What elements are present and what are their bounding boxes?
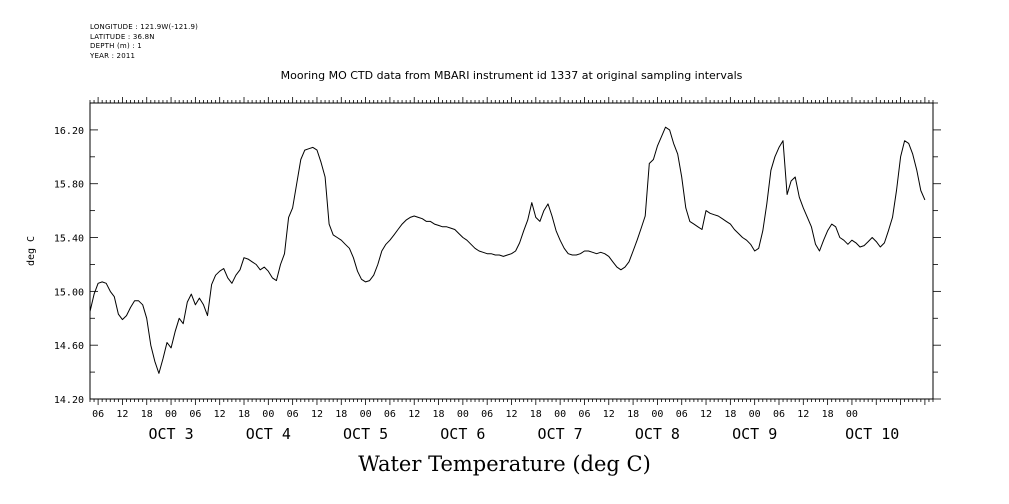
x-hour-tick-label: 00 bbox=[262, 409, 274, 420]
x-hour-tick-label: 06 bbox=[676, 409, 688, 420]
x-day-label: OCT 9 bbox=[732, 425, 777, 443]
x-hour-tick-label: 12 bbox=[603, 409, 615, 420]
x-hour-tick-label: 12 bbox=[311, 409, 323, 420]
x-day-label: OCT 3 bbox=[148, 425, 193, 443]
x-day-label: OCT 7 bbox=[538, 425, 583, 443]
x-hour-tick-label: 06 bbox=[578, 409, 590, 420]
x-hour-tick-label: 18 bbox=[141, 409, 153, 420]
x-hour-tick-label: 06 bbox=[384, 409, 396, 420]
x-day-label: OCT 4 bbox=[246, 425, 291, 443]
metadata-block: LONGITUDE : 121.9W(-121.9) LATITUDE : 36… bbox=[90, 23, 198, 62]
x-hour-tick-label: 18 bbox=[335, 409, 347, 420]
chart-title: Mooring MO CTD data from MBARI instrumen… bbox=[280, 69, 743, 82]
x-hour-tick-label: 18 bbox=[822, 409, 834, 420]
x-hour-tick-label: 00 bbox=[360, 409, 372, 420]
x-hour-tick-label: 18 bbox=[530, 409, 542, 420]
x-hour-tick-label: 06 bbox=[92, 409, 104, 420]
x-hour-tick-label: 00 bbox=[846, 409, 858, 420]
x-hour-tick-label: 18 bbox=[433, 409, 445, 420]
x-axis-label: Water Temperature (deg C) bbox=[358, 452, 651, 476]
x-hour-tick-label: 12 bbox=[408, 409, 420, 420]
x-hour-tick-label: 00 bbox=[554, 409, 566, 420]
x-hour-tick-label: 18 bbox=[724, 409, 736, 420]
year-text: YEAR : 2011 bbox=[90, 52, 136, 61]
series-line bbox=[89, 126, 926, 374]
x-day-label: OCT 5 bbox=[343, 425, 388, 443]
x-hour-tick-label: 00 bbox=[457, 409, 469, 420]
x-hour-tick-label: 12 bbox=[505, 409, 517, 420]
x-day-label: OCT 8 bbox=[635, 425, 680, 443]
x-hour-tick-label: 18 bbox=[627, 409, 639, 420]
y-tick-label: 16.20 bbox=[54, 126, 84, 137]
y-tick-label: 15.00 bbox=[54, 287, 84, 298]
y-axis-label: deg C bbox=[26, 236, 37, 266]
x-day-label: OCT 6 bbox=[440, 425, 485, 443]
longitude-text: LONGITUDE : 121.9W(-121.9) bbox=[90, 23, 199, 31]
x-hour-tick-label: 06 bbox=[481, 409, 493, 420]
latitude-text: LATITUDE : 36.8N bbox=[90, 32, 155, 41]
x-hour-tick-label: 00 bbox=[165, 409, 177, 420]
x-hour-tick-label: 12 bbox=[116, 409, 128, 420]
x-hour-tick-label: 12 bbox=[797, 409, 809, 420]
y-tick-label: 14.60 bbox=[54, 341, 84, 352]
y-tick-label: 14.20 bbox=[54, 395, 84, 406]
x-hour-tick-label: 06 bbox=[287, 409, 299, 420]
depth-text: DEPTH (m) : 1 bbox=[90, 42, 142, 51]
x-hour-tick-label: 06 bbox=[773, 409, 785, 420]
x-hour-tick-label: 06 bbox=[189, 409, 201, 420]
x-hour-tick-label: 12 bbox=[214, 409, 226, 420]
x-hour-tick-label: 00 bbox=[651, 409, 663, 420]
y-tick-label: 15.80 bbox=[54, 180, 84, 191]
plot-frame bbox=[89, 102, 934, 400]
x-hour-tick-label: 12 bbox=[700, 409, 712, 420]
x-hour-tick-label: 00 bbox=[749, 409, 761, 420]
y-tick-label: 15.40 bbox=[54, 234, 84, 245]
x-day-label: OCT 10 bbox=[845, 425, 899, 443]
x-hour-tick-label: 18 bbox=[238, 409, 250, 420]
